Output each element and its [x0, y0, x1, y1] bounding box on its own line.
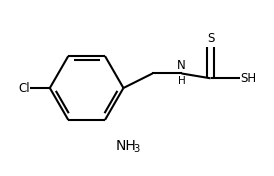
Text: N: N: [177, 59, 186, 71]
Text: Cl: Cl: [18, 81, 30, 95]
Text: H: H: [178, 76, 185, 86]
Text: S: S: [207, 32, 214, 45]
Text: SH: SH: [241, 72, 257, 85]
Text: 3: 3: [133, 144, 139, 154]
Text: NH: NH: [116, 139, 136, 153]
